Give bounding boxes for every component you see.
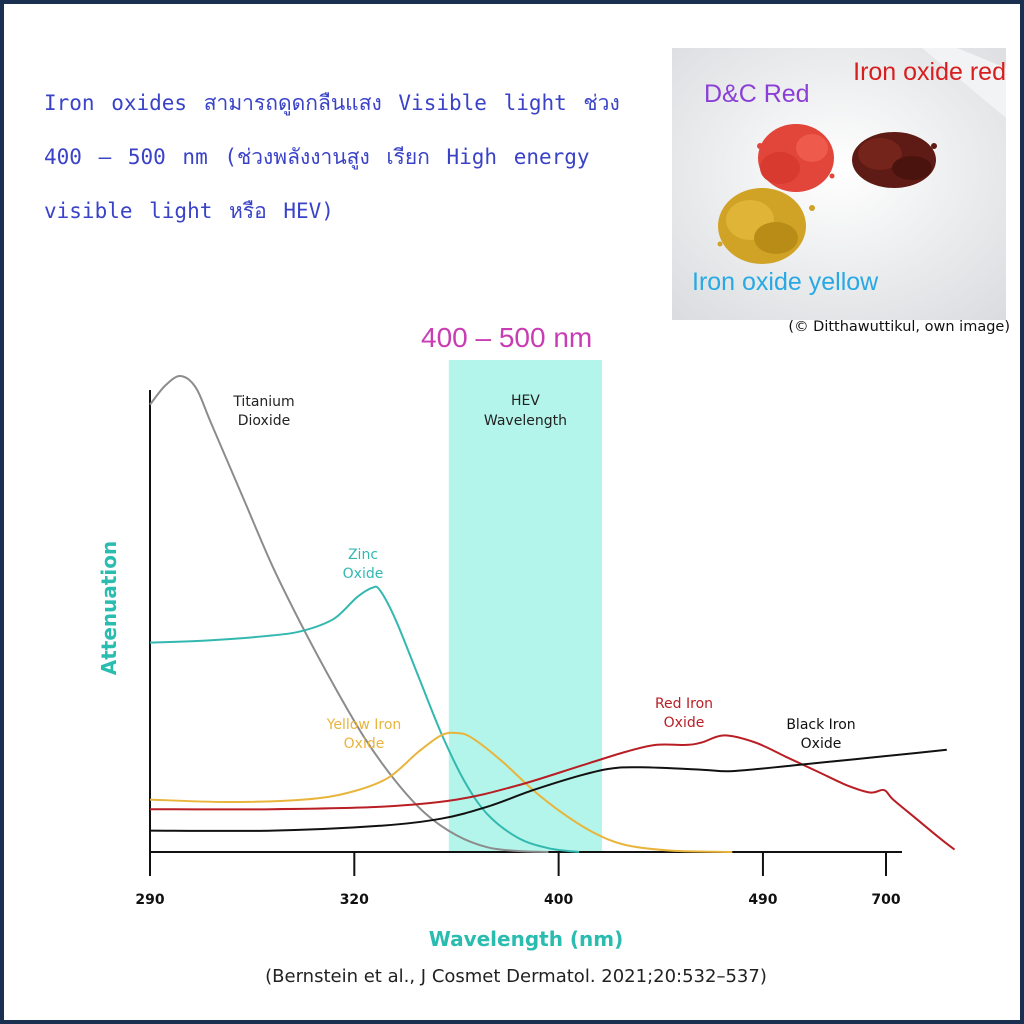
x-tick-label: 700	[871, 892, 900, 908]
red-iron-oxide-line	[149, 734, 956, 851]
iron-oxide-red-powder	[852, 132, 937, 188]
dc-red-label: D&C Red	[704, 80, 810, 108]
dc-red-powder	[757, 124, 835, 192]
x-tick-label: 400	[544, 892, 573, 908]
hev-range-label: 400 – 500 nm	[421, 322, 593, 353]
x-axis-title: Wavelength (nm)	[429, 927, 624, 951]
titanium-dioxide-label: Titanium	[232, 394, 294, 410]
photo-credit: (© Ditthawuttikul, own image)	[788, 319, 1010, 335]
pigment-photo-image	[672, 48, 1006, 320]
hev-band-label: Wavelength	[484, 413, 567, 429]
pigment-photo: D&C Red Iron oxide red Iron oxide yellow	[672, 48, 1006, 320]
zinc-oxide-label: Zinc	[348, 547, 378, 563]
intro-text: Iron oxides สามารถดูดกลืนแสง Visible lig…	[44, 91, 620, 223]
iron-oxide-yellow-label: Iron oxide yellow	[692, 268, 879, 296]
red-iron-oxide-label: Red Iron	[655, 696, 713, 712]
attenuation-chart: HEV Wavelength 290 320 400 490 700 Wavelength (…	[97, 360, 956, 951]
photo-background	[672, 48, 1006, 320]
x-tick-label: 290	[135, 892, 164, 908]
zinc-oxide-label: Oxide	[343, 566, 384, 582]
iron-oxide-red-label: Iron oxide red	[853, 58, 1006, 86]
y-axis-title: Attenuation	[97, 541, 121, 676]
reference-citation: (Bernstein et al., J Cosmet Dermatol. 20…	[265, 966, 767, 987]
tray-edge	[922, 48, 1006, 118]
yellow-iron-oxide-line	[149, 731, 733, 853]
hev-band	[448, 360, 603, 852]
x-tick-label: 490	[748, 892, 777, 908]
yellow-iron-oxide-label: Oxide	[344, 736, 385, 752]
red-iron-oxide-label: Oxide	[664, 715, 705, 731]
hev-band-label: HEV	[511, 393, 540, 409]
yellow-iron-oxide-label: Yellow Iron	[326, 717, 402, 733]
zinc-oxide-line	[149, 585, 580, 853]
black-iron-oxide-label: Black Iron	[786, 717, 855, 733]
black-iron-oxide-label: Oxide	[801, 736, 842, 752]
titanium-dioxide-line	[149, 375, 549, 853]
black-iron-oxide-line	[149, 748, 947, 832]
iron-oxide-yellow-powder	[717, 188, 815, 264]
x-tick-label: 320	[340, 892, 369, 908]
titanium-dioxide-label: Dioxide	[238, 413, 290, 429]
